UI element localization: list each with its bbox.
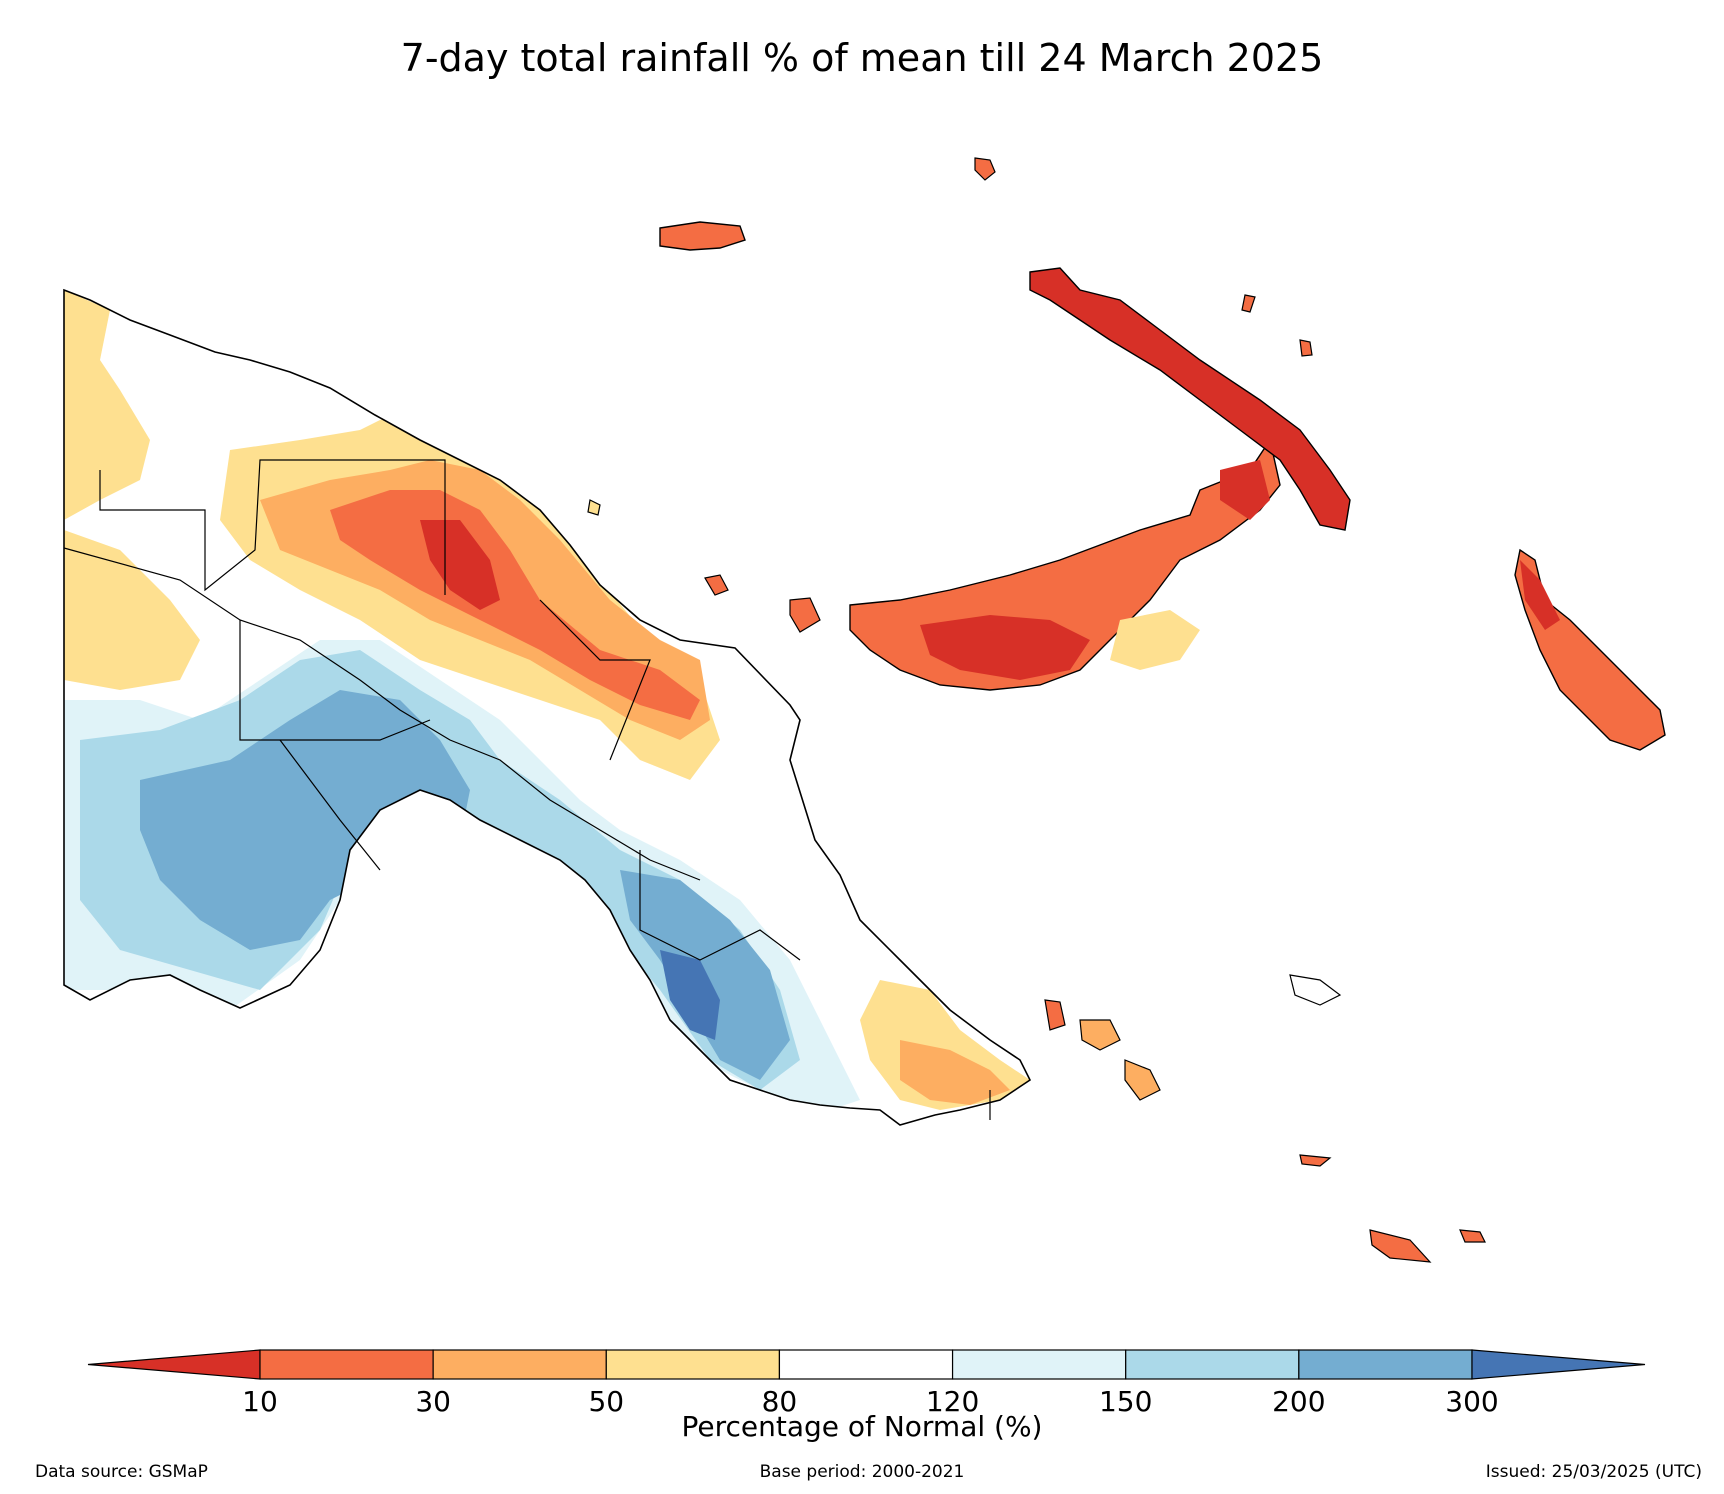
colorbar-high-extend	[1471, 1349, 1646, 1380]
data-source: Data source: GSMaP	[35, 1462, 208, 1482]
new-britain-low	[920, 615, 1090, 680]
bougainville-island	[1514, 548, 1666, 751]
colorbar-low-extend	[87, 1349, 261, 1380]
colorbar-bin	[605, 1349, 781, 1380]
colorbar-bin	[951, 1349, 1127, 1380]
colorbar-bin	[432, 1349, 607, 1380]
colorbar-tick-label: 50	[588, 1385, 625, 1418]
colorbar-tick-label: 10	[242, 1385, 278, 1418]
colorbar-tick-label: 30	[415, 1385, 451, 1418]
manus-island	[659, 221, 746, 251]
colorbar-label: Percentage of Normal (%)	[681, 1410, 1043, 1443]
mainland-shading	[64, 290, 1030, 1110]
colorbar-tick-label: 120	[925, 1385, 980, 1418]
colorbar-tick-label: 150	[1098, 1385, 1153, 1418]
issued-date: Issued: 25/03/2025 (UTC)	[1485, 1462, 1702, 1482]
colorbar-tick-label: 80	[761, 1385, 798, 1418]
new-britain-east	[1110, 610, 1200, 670]
colorbar-bin	[259, 1349, 434, 1380]
colorbar-tick-label: 200	[1272, 1385, 1326, 1418]
small-islands	[587, 157, 1486, 1263]
new-ireland-island	[1029, 267, 1351, 531]
map-title: 7-day total rainfall % of mean till 24 M…	[400, 36, 1324, 80]
province-borders	[63, 459, 991, 1120]
gazelle-low	[1220, 460, 1270, 520]
colorbar-bin	[1298, 1349, 1473, 1380]
colorbar-bin	[778, 1349, 954, 1380]
mainland-coastline	[63, 288, 1032, 1126]
bougainville-north	[1520, 560, 1560, 630]
colorbar	[87, 1349, 1646, 1380]
base-period: Base period: 2000-2021	[759, 1462, 965, 1482]
colorbar-tick-label: 300	[1445, 1385, 1499, 1418]
colorbar-bin	[1125, 1349, 1300, 1380]
